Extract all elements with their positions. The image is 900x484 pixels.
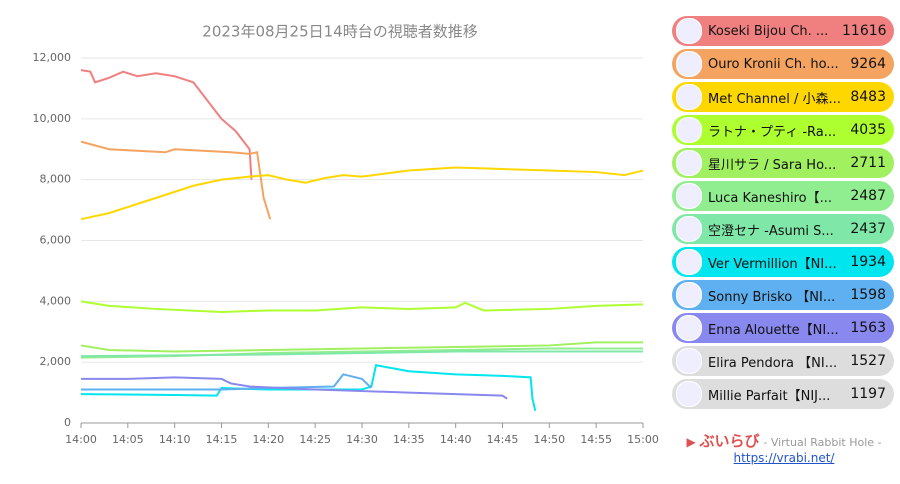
avatar: [676, 117, 702, 143]
series-line: [81, 376, 508, 400]
x-tick-label: 14:20: [252, 433, 284, 446]
footer: ▶ ぶいらび - Virtual Rabbit Hole - https://v…: [672, 430, 896, 476]
logo-icon: ▶: [686, 435, 700, 449]
y-tick-label: 10,000: [33, 112, 72, 125]
legend-name: Sonny Brisko 【NI...: [708, 289, 836, 305]
legend-item: Elira Pendora 【NI... 1527: [672, 346, 894, 376]
x-tick-label: 14:05: [112, 433, 144, 446]
x-tick-label: 14:50: [533, 433, 565, 446]
avatar: [676, 18, 702, 44]
chart-title: 2023年08月25日14時台の視聴者数推移: [202, 23, 477, 41]
legend-name: Elira Pendora 【NI...: [708, 355, 838, 371]
x-tick-label: 14:35: [393, 433, 425, 446]
legend-name: 星川サラ / Sara Ho...: [708, 157, 837, 173]
legend-count: 9264: [850, 56, 886, 72]
legend-count: 1934: [850, 254, 886, 270]
x-tick-label: 14:25: [299, 433, 331, 446]
legend-item: Koseki Bijou Ch. ... 11616: [672, 16, 894, 46]
brand: ぶいらび: [699, 432, 760, 450]
y-tick-label: 4,000: [40, 294, 72, 307]
brand-line: ▶ ぶいらび - Virtual Rabbit Hole -: [672, 430, 896, 451]
site-link[interactable]: https://vrabi.net/: [733, 451, 835, 465]
avatar: [676, 51, 702, 77]
legend-item: Enna Alouette【NI... 1563: [672, 313, 894, 343]
legend-name: Millie Parfait【NIJ...: [708, 388, 831, 404]
x-tick-label: 14:15: [206, 433, 238, 446]
x-tick-label: 15:00: [627, 433, 659, 446]
series-line: [80, 140, 272, 220]
series-line: [80, 341, 643, 353]
y-tick-label: 8,000: [40, 173, 72, 186]
legend-item: 星川サラ / Sara Ho... 2711: [672, 148, 894, 178]
legend-count: 1197: [850, 386, 886, 402]
avatar: [676, 249, 702, 275]
legend-name: Met Channel / 小森...: [708, 91, 841, 107]
legend-item: Ver Vermillion【NI... 1934: [672, 247, 894, 277]
series-line: [80, 166, 644, 221]
legend-count: 2487: [850, 188, 886, 204]
legend-count: 1527: [850, 353, 886, 369]
brand-sub: - Virtual Rabbit Hole -: [763, 436, 882, 449]
x-tick-label: 14:30: [346, 433, 378, 446]
legend-item: 空澄セナ -Asumi S... 2437: [672, 214, 894, 244]
legend-count: 2711: [850, 155, 886, 171]
legend-item: Sonny Brisko 【NI... 1598: [672, 280, 894, 310]
legend-name: Ver Vermillion【NI...: [708, 256, 837, 272]
x-tick-label: 14:10: [159, 433, 191, 446]
avatar: [676, 183, 702, 209]
avatar: [676, 216, 702, 242]
legend-name: ラトナ・プティ -Ra...: [708, 124, 837, 140]
legend-count: 8483: [850, 89, 886, 105]
series-line: [80, 364, 537, 412]
legend-item: ラトナ・プティ -Ra... 4035: [672, 115, 894, 145]
y-tick-label: 0: [64, 416, 71, 429]
x-tick-label: 14:00: [65, 433, 97, 446]
avatar: [676, 348, 702, 374]
avatar: [676, 315, 702, 341]
x-tick-label: 14:55: [580, 433, 612, 446]
legend-count: 2437: [850, 221, 886, 237]
series-line: [80, 69, 253, 180]
legend-item: Millie Parfait【NIJ... 1197: [672, 379, 894, 409]
y-tick-label: 12,000: [33, 51, 72, 64]
avatar: [676, 282, 702, 308]
legend-count: 4035: [850, 122, 886, 138]
series-line: [80, 350, 643, 358]
legend-name: 空澄セナ -Asumi S...: [708, 223, 834, 239]
legend: Koseki Bijou Ch. ... 11616 Ouro Kronii Ch.…: [672, 16, 896, 436]
legend-item: Met Channel / 小森... 8483: [672, 82, 894, 112]
avatar: [676, 84, 702, 110]
legend-count: 11616: [842, 23, 887, 39]
legend-name: Enna Alouette【NI...: [708, 322, 839, 338]
y-tick-label: 6,000: [40, 234, 72, 247]
legend-name: Koseki Bijou Ch. ...: [708, 23, 829, 39]
legend-count: 1563: [850, 320, 886, 336]
x-tick-label: 14:45: [487, 433, 519, 446]
legend-item: Ouro Kronii Ch. ho... 9264: [672, 49, 894, 79]
avatar: [676, 381, 702, 407]
legend-name: Ouro Kronii Ch. ho...: [708, 56, 839, 72]
legend-item: Luca Kaneshiro【... 2487: [672, 181, 894, 211]
chart: 2023年08月25日14時台の視聴者数推移 0 2,000 4,000 6,000 8…: [33, 23, 659, 447]
series-line: [81, 373, 373, 391]
avatar: [676, 150, 702, 176]
legend-count: 1598: [850, 287, 886, 303]
y-tick-label: 2,000: [40, 355, 72, 368]
x-tick-label: 14:40: [440, 433, 472, 446]
legend-name: Luca Kaneshiro【...: [708, 190, 833, 206]
series-line: [80, 300, 644, 313]
